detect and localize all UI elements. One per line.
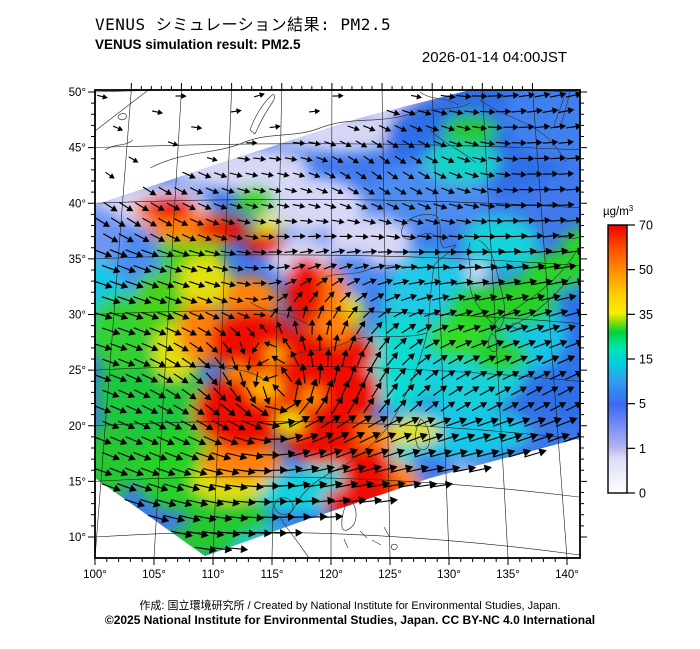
lon-tick-label: 120° — [319, 569, 343, 581]
axis-ticks — [88, 83, 587, 565]
colorbar-tick-label: 5 — [639, 397, 646, 411]
wind-vectors-layer — [95, 91, 580, 554]
title-japanese: VENUS シミュレーション結果: PM2.5 — [95, 15, 392, 34]
lat-tick-label: 10° — [69, 532, 86, 544]
lon-tick-label: 110° — [202, 569, 225, 581]
lat-tick-label: 45° — [69, 143, 86, 155]
lat-tick-label: 25° — [69, 365, 86, 377]
timestamp: 2026-01-14 04:00JST — [421, 49, 567, 66]
credit-line: 作成: 国立環境研究所 / Created by National Instit… — [139, 600, 561, 612]
colorbar-tick-label: 35 — [639, 308, 653, 322]
lon-tick-label: 115° — [261, 569, 284, 581]
lon-tick-label: 125° — [378, 569, 402, 581]
lon-tick-label: 130° — [437, 569, 461, 581]
colorbar-gradient-bar — [607, 224, 628, 494]
lat-tick-label: 50° — [69, 87, 86, 99]
map-frame — [94, 89, 581, 559]
colorbar-tick-label: 15 — [639, 353, 653, 367]
colorbar-unit-label: µg/m3 — [603, 204, 634, 218]
lon-tick-label: 100° — [83, 569, 107, 581]
axis-labels: 10° 15° 20° 25° 30° 35° 40° 45° 50° 100° 105° 110° 1… — [69, 87, 579, 581]
colorbar-tick-label: 50 — [639, 263, 653, 277]
colorbar-tick-label: 1 — [639, 442, 646, 456]
lat-tick-label: 40° — [69, 198, 86, 210]
graticule-layer — [95, 90, 580, 558]
lon-tick-label: 135° — [496, 569, 520, 581]
lon-tick-label: 105° — [142, 569, 166, 581]
lat-tick-label: 35° — [69, 254, 86, 266]
lat-tick-label: 15° — [69, 476, 86, 488]
lat-tick-label: 20° — [69, 421, 86, 433]
lon-tick-label: 140° — [555, 569, 579, 581]
lat-tick-label: 30° — [69, 310, 86, 322]
license-line: ©2025 National Institute for Environment… — [104, 613, 596, 627]
colorbar-tick-label: 0 — [639, 487, 646, 501]
colorbar: 70 50 35 15 5 1 0 µg/m3 — [603, 204, 653, 501]
colorbar-tick-label: 70 — [639, 219, 653, 233]
title-english: VENUS simulation result: PM2.5 — [95, 37, 301, 52]
